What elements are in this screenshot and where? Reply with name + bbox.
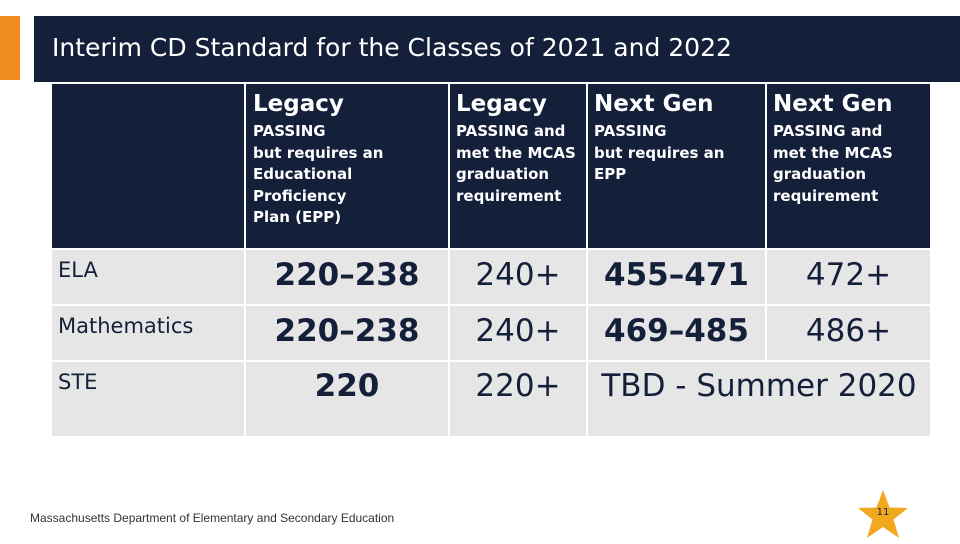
merged-cell-tbd: TBD - Summer 2020 — [601, 368, 917, 404]
header-cell-legacy-met: Legacy PASSING and met the MCAS graduati… — [450, 84, 586, 248]
column-title: Legacy — [253, 91, 344, 117]
table-cell: 220+ — [475, 368, 561, 404]
row-background-ela — [52, 250, 930, 304]
column-description: PASSING and met the MCAS graduation requ… — [456, 122, 576, 205]
row-background-math — [52, 306, 930, 360]
table-cell: 220–238 — [274, 313, 420, 349]
column-title: Next Gen — [773, 91, 893, 117]
header-cell-nextgen-epp: Next Gen PASSING but requires an EPP — [588, 84, 765, 248]
accent-bar — [0, 16, 20, 80]
table-cell: 220 — [314, 368, 380, 404]
slide-title: Interim CD Standard for the Classes of 2… — [52, 33, 732, 62]
column-description: PASSING but requires an Educational Prof… — [253, 122, 384, 226]
column-divider — [586, 250, 588, 436]
star-icon — [858, 490, 908, 538]
column-divider — [765, 250, 767, 362]
column-title: Legacy — [456, 91, 547, 117]
star-shape — [858, 490, 908, 538]
table-cell: 455–471 — [604, 257, 749, 293]
row-label-ela: ELA — [58, 258, 98, 282]
table-cell: 240+ — [475, 313, 561, 349]
column-divider — [448, 250, 450, 436]
column-divider — [244, 250, 246, 436]
row-background-ste — [52, 362, 930, 436]
column-description: PASSING but requires an EPP — [594, 122, 725, 183]
column-description: PASSING and met the MCAS graduation requ… — [773, 122, 893, 205]
header-cell-nextgen-met: Next Gen PASSING and met the MCAS gradua… — [767, 84, 930, 248]
table-cell: 240+ — [475, 257, 561, 293]
table-cell: 469–485 — [604, 313, 749, 349]
header-corner-cell — [52, 84, 244, 248]
table-cell: 486+ — [805, 313, 892, 349]
column-title: Next Gen — [594, 91, 714, 117]
page-number: 11 — [876, 507, 890, 518]
table-cell: 472+ — [805, 257, 892, 293]
title-bar — [34, 16, 960, 82]
row-label-mathematics: Mathematics — [58, 314, 194, 338]
header-cell-legacy-epp: Legacy PASSING but requires an Education… — [246, 84, 448, 248]
footer-text: Massachusetts Department of Elementary a… — [30, 511, 395, 525]
row-label-ste: STE — [58, 370, 98, 394]
table-cell: 220–238 — [274, 257, 420, 293]
